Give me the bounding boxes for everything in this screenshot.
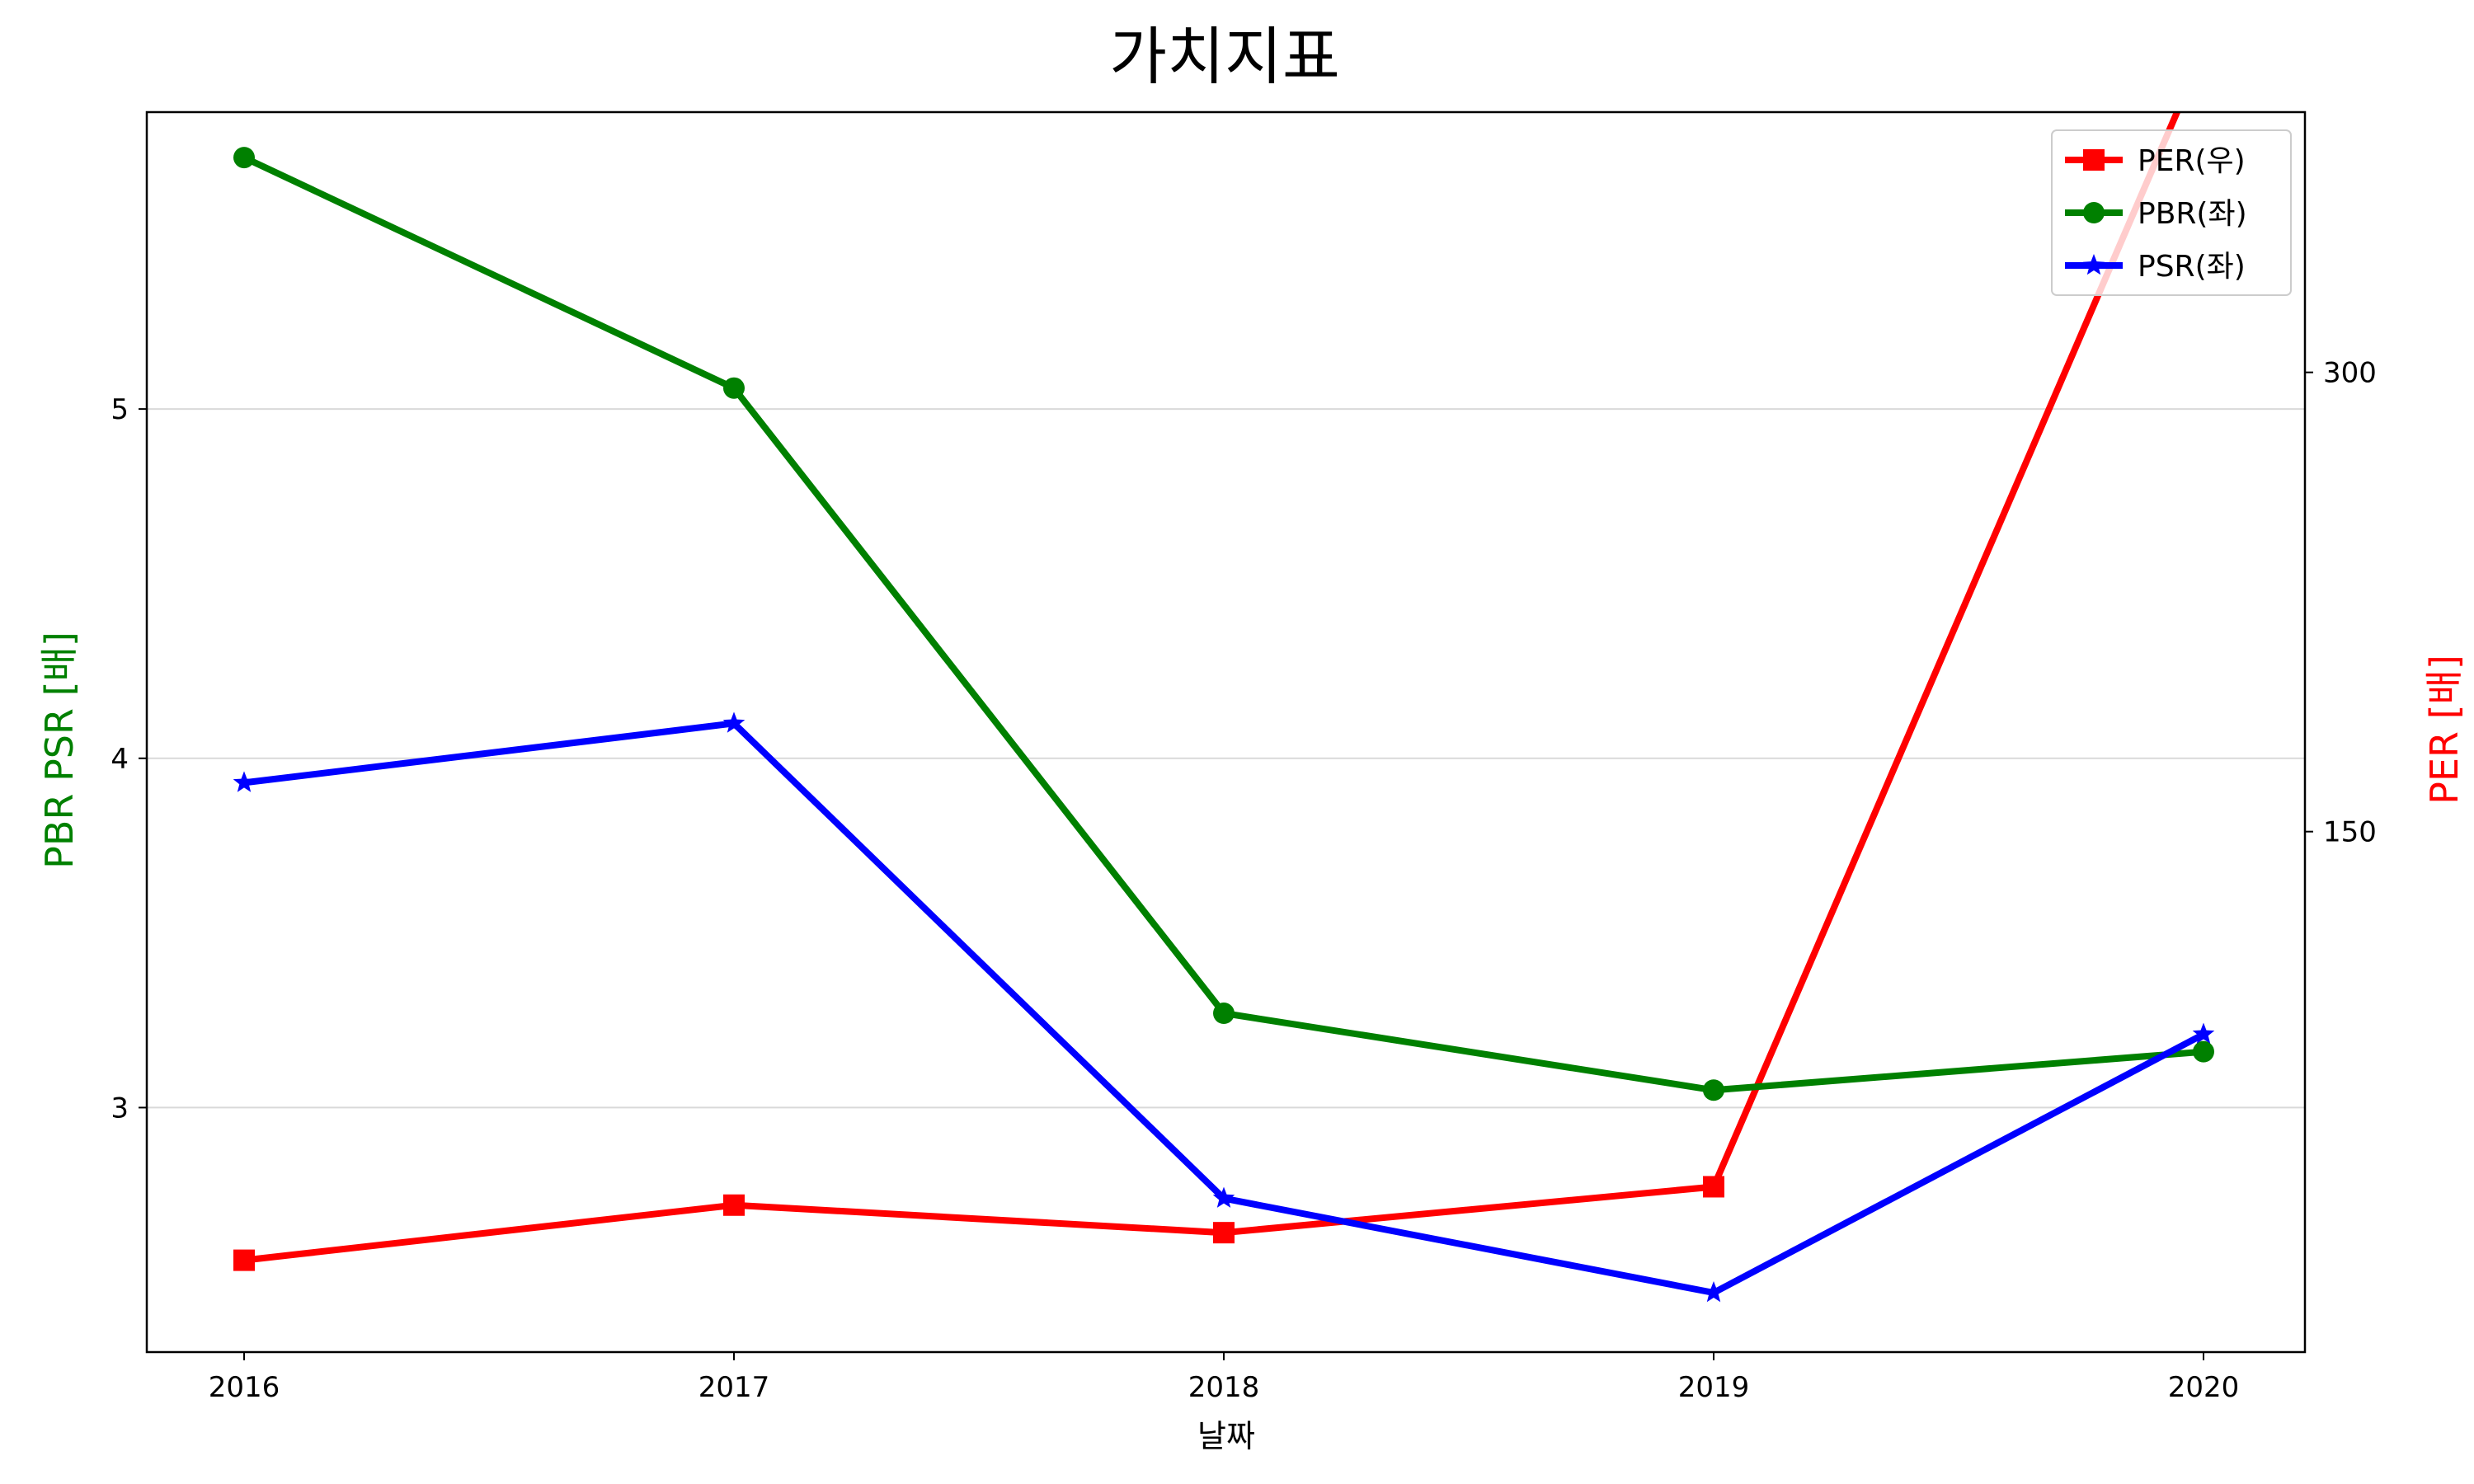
data-point-PBR(좌)-2020 bbox=[2193, 1040, 2214, 1063]
data-point-PER(우)-2019 bbox=[1703, 1176, 1724, 1198]
data-point-PBR(좌)-2017 bbox=[723, 377, 745, 399]
data-point-PBR(좌)-2016 bbox=[233, 147, 255, 169]
legend-marker-PBR(좌) bbox=[2083, 202, 2105, 223]
y-axis-right-label: PER [배] bbox=[2422, 655, 2467, 805]
legend-marker-PER(우) bbox=[2083, 149, 2105, 171]
legend-label-PSR(좌): PSR(좌) bbox=[2138, 250, 2246, 284]
data-point-PSR(좌)-2016 bbox=[233, 771, 256, 792]
data-point-PSR(좌)-2020 bbox=[2192, 1022, 2215, 1044]
y-right-tick-label-150: 150 bbox=[2323, 816, 2377, 849]
legend-label-PER(우): PER(우) bbox=[2138, 144, 2246, 178]
x-tick-label-2018: 2018 bbox=[1188, 1371, 1260, 1404]
data-point-PSR(좌)-2019 bbox=[1702, 1281, 1725, 1303]
data-point-PSR(좌)-2018 bbox=[1212, 1186, 1235, 1208]
x-axis-label: 날짜 bbox=[1197, 1418, 1255, 1454]
series-PER(우) bbox=[233, 112, 2181, 1271]
series-PSR(좌) bbox=[233, 711, 2215, 1303]
series-layer bbox=[233, 112, 2215, 1303]
x-tick-label-2019: 2019 bbox=[1678, 1371, 1750, 1404]
data-point-PSR(좌)-2017 bbox=[722, 711, 745, 733]
y-left-tick-label-3: 3 bbox=[111, 1092, 129, 1125]
data-point-PER(우)-2017 bbox=[723, 1194, 745, 1216]
legend: PER(우) PBR(좌) PSR(좌) bbox=[2051, 129, 2292, 296]
legend-item-PBR(좌): PBR(좌) bbox=[2065, 197, 2247, 231]
plot-frame bbox=[145, 110, 2307, 1354]
data-point-PBR(좌)-2018 bbox=[1213, 1003, 1235, 1025]
legend-box bbox=[2051, 129, 2292, 296]
series-PBR(좌) bbox=[233, 147, 2214, 1101]
data-point-PER(우)-2018 bbox=[1213, 1222, 1235, 1244]
x-tick-label-2017: 2017 bbox=[698, 1371, 770, 1404]
data-point-PBR(좌)-2019 bbox=[1703, 1079, 1724, 1101]
x-tick-label-2016: 2016 bbox=[209, 1371, 280, 1404]
y-axis-left-label: PBR PSR [배] bbox=[37, 632, 82, 869]
grid-layer bbox=[147, 408, 2305, 1109]
legend-label-PBR(좌): PBR(좌) bbox=[2138, 197, 2247, 231]
legend-item-PSR(좌): PSR(좌) bbox=[2065, 250, 2246, 284]
y-left-tick-label-5: 5 bbox=[111, 393, 129, 426]
chart-title: 가치지표 bbox=[1109, 20, 1340, 93]
axes-layer: 2016 2017 2018 2019 2020 3 4 5 150 300 bbox=[111, 110, 2377, 1404]
data-point-PER(우)-2016 bbox=[233, 1249, 255, 1271]
legend-item-PER(우): PER(우) bbox=[2065, 144, 2246, 178]
y-right-tick-label-300: 300 bbox=[2323, 357, 2377, 390]
x-tick-label-2020: 2020 bbox=[2168, 1371, 2240, 1404]
legend-marker-PSR(좌) bbox=[2082, 254, 2105, 275]
y-left-tick-label-4: 4 bbox=[111, 743, 129, 776]
